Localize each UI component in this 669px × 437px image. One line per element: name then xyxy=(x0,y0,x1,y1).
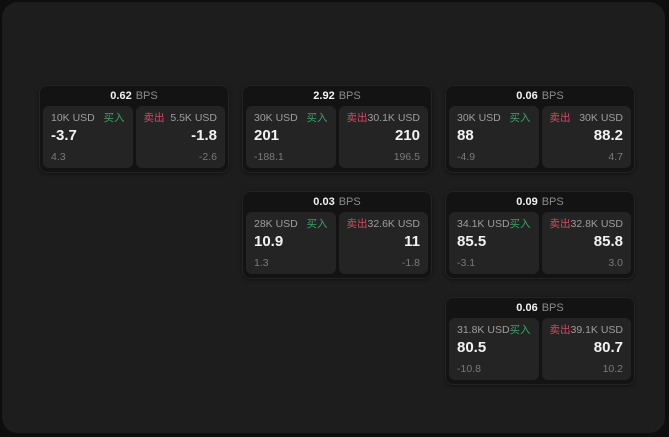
sell-change-value: 196.5 xyxy=(393,151,420,163)
buy-notional-size: 30K USD xyxy=(457,112,501,124)
bps-value: 2.92 xyxy=(313,90,335,102)
buy-label: 买入 xyxy=(509,218,531,230)
sell-notional-size: 30.1K USD xyxy=(367,112,421,124)
quote-card-body: 34.1K USD 买入 85.5 -3.1 卖出 32.8K USD 85.8… xyxy=(446,212,634,277)
buy-price-value: 85.5 xyxy=(457,233,487,250)
quote-card-body: 28K USD 买入 10.9 1.3 卖出 32.6K USD 11 -1.8 xyxy=(243,212,431,277)
bps-unit-label: BPS xyxy=(338,196,361,208)
quote-card-body: 10K USD 买入 -3.7 4.3 卖出 5.5K USD -1.8 -2.… xyxy=(40,106,228,171)
sell-notional-size: 5.5K USD xyxy=(170,112,217,124)
sell-notional-size: 30K USD xyxy=(579,112,623,124)
sell-price-value: 88.2 xyxy=(593,127,623,144)
quote-card-body: 30K USD 买入 88 -4.9 卖出 30K USD 88.2 4.7 xyxy=(446,106,634,171)
buy-notional-size: 28K USD xyxy=(254,218,298,230)
buy-notional-size: 10K USD xyxy=(51,112,95,124)
quote-card-grid: 0.62 BPS 10K USD 买入 -3.7 4.3 卖出 5.5K USD xyxy=(39,85,635,385)
buy-label: 买入 xyxy=(509,112,531,124)
bps-header: 0.09 BPS xyxy=(446,192,634,212)
buy-panel[interactable]: 30K USD 买入 201 -188.1 xyxy=(246,106,336,168)
buy-change-value: 4.3 xyxy=(51,151,66,163)
quote-card-body: 30K USD 买入 201 -188.1 卖出 30.1K USD 210 1… xyxy=(243,106,431,171)
buy-panel[interactable]: 34.1K USD 买入 85.5 -3.1 xyxy=(449,212,539,274)
bps-value: 0.06 xyxy=(516,302,538,314)
dashboard-panel: 0.62 BPS 10K USD 买入 -3.7 4.3 卖出 5.5K USD xyxy=(2,2,665,433)
bps-unit-label: BPS xyxy=(541,196,564,208)
quote-card-body: 31.8K USD 买入 80.5 -10.8 卖出 39.1K USD 80.… xyxy=(446,318,634,383)
bps-header: 0.06 BPS xyxy=(446,86,634,106)
buy-price-value: 201 xyxy=(254,127,280,144)
sell-notional-size: 32.6K USD xyxy=(367,218,421,230)
sell-label: 卖出 xyxy=(549,324,571,336)
sell-label: 卖出 xyxy=(346,112,368,124)
sell-change-value: 10.2 xyxy=(602,363,623,375)
bps-unit-label: BPS xyxy=(541,90,564,102)
buy-change-value: -4.9 xyxy=(457,151,476,163)
buy-label: 买入 xyxy=(509,324,531,336)
buy-notional-size: 34.1K USD xyxy=(457,218,510,230)
buy-label: 买入 xyxy=(306,112,328,124)
bps-header: 2.92 BPS xyxy=(243,86,431,106)
bps-unit-label: BPS xyxy=(135,90,158,102)
quote-card: 0.03 BPS 28K USD 买入 10.9 1.3 卖出 32.6K US… xyxy=(242,191,432,279)
buy-label: 买入 xyxy=(103,112,125,124)
buy-panel[interactable]: 31.8K USD 买入 80.5 -10.8 xyxy=(449,318,539,380)
sell-panel[interactable]: 卖出 30K USD 88.2 4.7 xyxy=(541,106,631,168)
sell-panel[interactable]: 卖出 30.1K USD 210 196.5 xyxy=(338,106,428,168)
buy-price-value: 80.5 xyxy=(457,339,487,356)
buy-price-value: 88 xyxy=(457,127,474,144)
buy-price-value: -3.7 xyxy=(51,127,77,144)
sell-price-value: 210 xyxy=(394,127,420,144)
buy-price-value: 10.9 xyxy=(254,233,284,250)
sell-panel[interactable]: 卖出 32.8K USD 85.8 3.0 xyxy=(541,212,631,274)
bps-value: 0.62 xyxy=(110,90,132,102)
buy-change-value: -10.8 xyxy=(457,363,481,375)
buy-notional-size: 30K USD xyxy=(254,112,298,124)
buy-change-value: -188.1 xyxy=(254,151,284,163)
sell-label: 卖出 xyxy=(549,218,571,230)
bps-header: 0.03 BPS xyxy=(243,192,431,212)
buy-change-value: -3.1 xyxy=(457,257,476,269)
sell-panel[interactable]: 卖出 32.6K USD 11 -1.8 xyxy=(338,212,428,274)
bps-value: 0.06 xyxy=(516,90,538,102)
quote-card: 0.09 BPS 34.1K USD 买入 85.5 -3.1 卖出 32.8K… xyxy=(445,191,635,279)
quote-card: 0.06 BPS 30K USD 买入 88 -4.9 卖出 30K USD xyxy=(445,85,635,173)
bps-value: 0.09 xyxy=(516,196,538,208)
buy-panel[interactable]: 28K USD 买入 10.9 1.3 xyxy=(246,212,336,274)
sell-notional-size: 32.8K USD xyxy=(570,218,624,230)
buy-panel[interactable]: 30K USD 买入 88 -4.9 xyxy=(449,106,539,168)
sell-price-value: 80.7 xyxy=(593,339,623,356)
buy-label: 买入 xyxy=(306,218,328,230)
sell-label: 卖出 xyxy=(143,112,165,124)
sell-label: 卖出 xyxy=(346,218,368,230)
buy-change-value: 1.3 xyxy=(254,257,269,269)
sell-change-value: -2.6 xyxy=(198,151,217,163)
bps-header: 0.62 BPS xyxy=(40,86,228,106)
sell-price-value: 11 xyxy=(404,233,420,250)
buy-panel[interactable]: 10K USD 买入 -3.7 4.3 xyxy=(43,106,133,168)
sell-change-value: -1.8 xyxy=(401,257,420,269)
quote-card: 2.92 BPS 30K USD 买入 201 -188.1 卖出 30.1K … xyxy=(242,85,432,173)
sell-notional-size: 39.1K USD xyxy=(570,324,624,336)
bps-header: 0.06 BPS xyxy=(446,298,634,318)
buy-notional-size: 31.8K USD xyxy=(457,324,510,336)
sell-price-value: -1.8 xyxy=(191,127,217,144)
sell-price-value: 85.8 xyxy=(593,233,623,250)
bps-value: 0.03 xyxy=(313,196,335,208)
sell-change-value: 3.0 xyxy=(608,257,623,269)
bps-unit-label: BPS xyxy=(338,90,361,102)
sell-label: 卖出 xyxy=(549,112,571,124)
sell-change-value: 4.7 xyxy=(608,151,623,163)
quote-card: 0.62 BPS 10K USD 买入 -3.7 4.3 卖出 5.5K USD xyxy=(39,85,229,173)
sell-panel[interactable]: 卖出 5.5K USD -1.8 -2.6 xyxy=(135,106,225,168)
quote-card: 0.06 BPS 31.8K USD 买入 80.5 -10.8 卖出 39.1… xyxy=(445,297,635,385)
bps-unit-label: BPS xyxy=(541,302,564,314)
sell-panel[interactable]: 卖出 39.1K USD 80.7 10.2 xyxy=(541,318,631,380)
